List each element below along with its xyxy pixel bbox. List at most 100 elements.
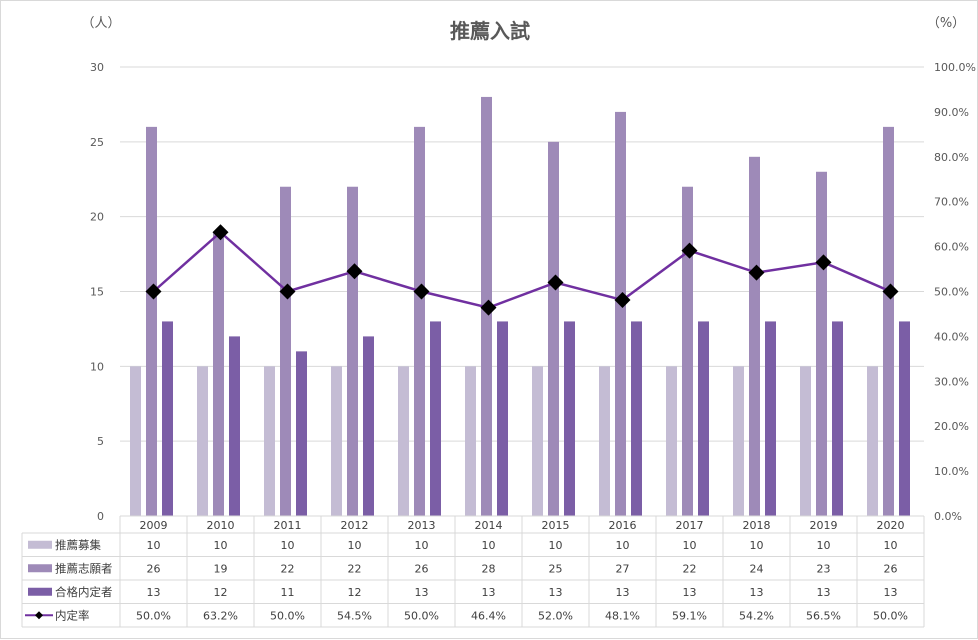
bar-推薦志願者 <box>615 111 626 517</box>
right-tick-label: 30.0% <box>934 375 969 388</box>
category-label: 2020 <box>877 519 905 532</box>
table-cell: 26 <box>884 562 898 575</box>
category-label: 2014 <box>475 519 503 532</box>
table-cell: 10 <box>683 539 697 552</box>
category-label: 2011 <box>274 519 302 532</box>
legend-label: 推薦志願者 <box>55 561 113 575</box>
table-cell: 23 <box>817 562 831 575</box>
bar-合格内定者 <box>162 321 173 516</box>
bar-合格内定者 <box>564 321 575 516</box>
bar-推薦志願者 <box>213 231 224 516</box>
category-label: 2018 <box>743 519 771 532</box>
right-tick-label: 80.0% <box>934 151 969 164</box>
table-cell: 13 <box>549 586 563 599</box>
bar-推薦志願者 <box>414 126 425 516</box>
bar-推薦志願者 <box>749 156 760 517</box>
rate-marker <box>279 283 296 300</box>
bar-合格内定者 <box>832 321 843 516</box>
left-tick-label: 20 <box>90 211 104 224</box>
table-cell: 52.0% <box>538 609 573 622</box>
table-cell: 46.4% <box>471 609 506 622</box>
bar-推薦募集 <box>800 366 811 516</box>
right-tick-label: 20.0% <box>934 420 969 433</box>
right-tick-label: 10.0% <box>934 465 969 478</box>
data-table: 2009 2010 2011 2012 2013 2014 2015 2016 2017 2018… <box>21 515 925 628</box>
bar-推薦志願者 <box>280 186 291 516</box>
table-cell: 50.0% <box>404 609 439 622</box>
table-cell: 13 <box>884 586 898 599</box>
left-axis-unit: （人） <box>81 16 120 31</box>
rate-marker <box>145 283 162 300</box>
right-tick-label: 90.0% <box>934 106 969 119</box>
table-cell: 12 <box>348 586 362 599</box>
category-label: 2015 <box>542 519 570 532</box>
table-cell: 26 <box>147 562 161 575</box>
rate-marker <box>413 283 430 300</box>
right-tick-label: 100.0% <box>934 61 976 74</box>
table-cell: 27 <box>616 562 630 575</box>
bar-合格内定者 <box>430 321 441 516</box>
rate-marker <box>614 292 631 309</box>
left-tick-label: 5 <box>97 435 104 448</box>
legend-key-推薦志願者 <box>28 564 52 573</box>
rate-marker <box>748 264 765 281</box>
bar-合格内定者 <box>698 321 709 516</box>
bar-合格内定者 <box>765 321 776 516</box>
table-cell: 10 <box>549 539 563 552</box>
table-cell: 10 <box>348 539 362 552</box>
table-cell: 10 <box>482 539 496 552</box>
left-tick-label: 15 <box>90 286 104 299</box>
legend-label: 推薦募集 <box>55 538 101 552</box>
table-cell: 22 <box>348 562 362 575</box>
table-cell: 13 <box>147 586 161 599</box>
bar-合格内定者 <box>363 336 374 516</box>
rate-marker <box>882 283 899 300</box>
bar-推薦募集 <box>532 366 543 516</box>
table-cell: 10 <box>884 539 898 552</box>
category-label: 2016 <box>609 519 637 532</box>
category-label: 2013 <box>408 519 436 532</box>
table-cell: 54.5% <box>337 609 372 622</box>
legend-label: 合格内定者 <box>55 585 113 599</box>
left-tick-label: 10 <box>90 360 104 373</box>
rate-marker <box>212 224 229 241</box>
bar-合格内定者 <box>899 321 910 516</box>
bar-合格内定者 <box>229 336 240 516</box>
category-label: 2010 <box>207 519 235 532</box>
bar-推薦志願者 <box>883 126 894 516</box>
bar-合格内定者 <box>497 321 508 516</box>
right-tick-label: 60.0% <box>934 241 969 254</box>
right-tick-label: 40.0% <box>934 330 969 343</box>
table-cell: 11 <box>281 586 295 599</box>
table-cell: 13 <box>817 586 831 599</box>
table-cell: 10 <box>147 539 161 552</box>
table-cell: 10 <box>281 539 295 552</box>
table-cell: 22 <box>683 562 697 575</box>
bar-推薦募集 <box>398 366 409 516</box>
bar-推薦募集 <box>867 366 878 516</box>
bar-推薦募集 <box>130 366 141 516</box>
table-cell: 10 <box>214 539 228 552</box>
table-cell: 10 <box>750 539 764 552</box>
rate-line-path <box>152 230 891 309</box>
gridlines <box>120 66 924 442</box>
chart-title: 推薦入試 <box>450 19 530 43</box>
left-tick-label: 25 <box>90 136 104 149</box>
table-cell: 48.1% <box>605 609 640 622</box>
axes: 0 5 10 15 20 25 30 0.0% 10.0% 20.0% 30.0% 40.0% 50.0… <box>90 61 976 523</box>
category-label: 2012 <box>341 519 369 532</box>
table-cell: 50.0% <box>873 609 908 622</box>
table-cell: 63.2% <box>203 609 238 622</box>
category-label: 2009 <box>140 519 168 532</box>
table-cell: 26 <box>415 562 429 575</box>
table-cell: 13 <box>415 586 429 599</box>
bar-推薦募集 <box>197 366 208 516</box>
table-cell: 19 <box>214 562 228 575</box>
right-tick-label: 50.0% <box>934 286 969 299</box>
table-cell: 59.1% <box>672 609 707 622</box>
category-label: 2017 <box>676 519 704 532</box>
table-cell: 50.0% <box>270 609 305 622</box>
legend-key-合格内定者 <box>28 587 52 596</box>
